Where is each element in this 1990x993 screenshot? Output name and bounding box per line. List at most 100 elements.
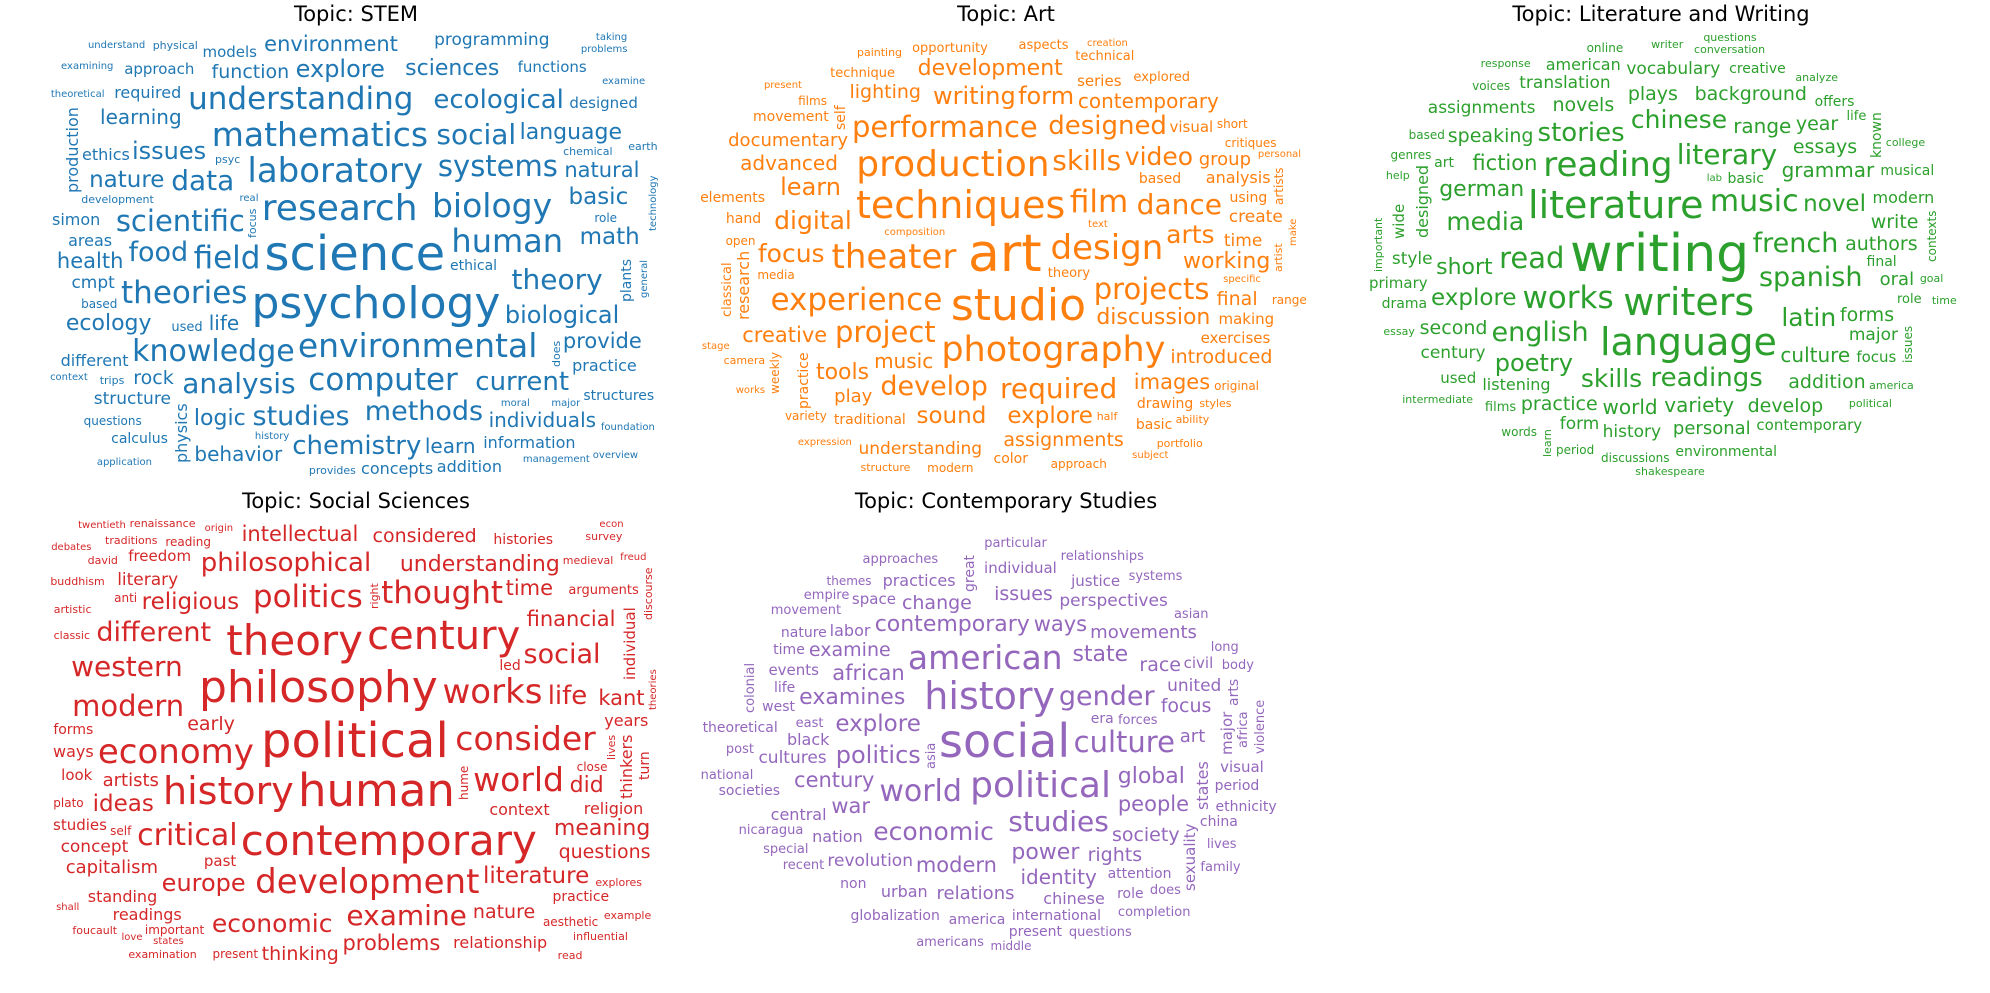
cloud-word: life [1846,109,1867,125]
cloud-word: plants [619,258,636,302]
cloud-word: structure [93,388,171,409]
cloud-word: film [1069,183,1129,220]
cloud-word: information [483,433,576,453]
cloud-word: write [1870,210,1919,233]
cloud-word: physics [172,403,191,463]
cloud-word: explore [1007,403,1093,430]
cloud-word: context [50,372,88,384]
cloud-word: rights [1087,844,1143,867]
cloud-word: middle [990,938,1032,953]
cloud-word: era [1090,711,1114,728]
cloud-word: critical [137,818,238,854]
cloud-word: ethics [81,145,130,165]
cloud-word: short [1436,254,1493,280]
cloud-word: hume [456,765,471,800]
cloud-word: advanced [740,150,838,175]
cloud-word: practice [796,352,813,409]
cloud-word: specific [1223,274,1261,286]
cloud-word: general [638,260,650,299]
cloud-word: history [163,769,294,814]
cloud-word: current [475,367,570,398]
cloud-word: foucault [72,923,118,937]
cloud-word: important [1372,217,1386,272]
cloud-word: america [1869,379,1914,393]
cloud-word: open [725,233,756,248]
cloud-word: practice [1520,393,1598,416]
cloud-word: basic [568,183,629,210]
cloud-word: novel [1803,191,1866,218]
cloud-word: kant [598,686,645,711]
cloud-word: nature [472,900,536,923]
cloud-word: drawing [1136,395,1194,412]
cloud-word: political [970,765,1111,807]
cloud-word: non [840,875,867,892]
cloud-word: works [442,672,543,713]
cloud-word: vocabulary [1626,58,1721,79]
cloud-word: shakespeare [1635,464,1705,478]
cloud-word: based [81,297,118,312]
cloud-word: societies [718,783,780,800]
cloud-word: questions [1068,925,1132,941]
panel-title: Topic: Literature and Writing [1512,2,1810,26]
cloud-word: video [1124,142,1194,172]
cloud-word: plays [1627,82,1678,105]
cloud-word: chemistry [292,430,422,461]
cloud-word: west [762,698,795,715]
cloud-word: theories [647,669,659,711]
cloud-word: meaning [553,815,651,841]
cloud-word: themes [826,574,872,589]
wordcloud-art: Topic: Art art studio techniques production… [700,0,1312,480]
cloud-word: rock [133,367,174,390]
cloud-word: technique [830,65,895,81]
cloud-word: analyze [1795,70,1838,84]
cloud-word: designed [569,93,638,112]
cloud-word: artist [1272,243,1286,273]
cloud-word: approaches [862,552,939,568]
cloud-word: half [1096,409,1118,423]
cloud-word: modern [927,460,974,475]
cloud-word: ability [1175,413,1210,427]
cloud-word: discussions [1601,451,1670,466]
cloud-word: labor [829,621,871,641]
cloud-word: contemporary [1077,88,1219,113]
cloud-word: short [1216,116,1248,131]
cloud-word: look [61,765,93,784]
cloud-word: politics [835,741,921,770]
cloud-word: lives [605,735,619,761]
cloud-word: environmental [1675,444,1777,461]
cloud-word: power [1011,839,1080,865]
cloud-word: based [1138,170,1182,187]
cloud-word: early [187,712,235,735]
cloud-word: financial [526,607,616,632]
cloud-word: individual [620,607,639,681]
cloud-word: economic [211,908,333,938]
cloud-word: ways [53,742,94,762]
cloud-word: understanding [188,80,414,117]
cloud-word: speaking [1447,125,1534,148]
cloud-word: practices [882,571,956,591]
cloud-word: learn [1540,429,1554,458]
cloud-word: economy [97,731,254,772]
cloud-word: survey [585,530,623,544]
cloud-word: variety [1664,393,1735,418]
cloud-word: right [367,582,381,609]
cloud-word: designed [1048,110,1167,141]
cloud-word: skills [1580,363,1643,393]
cloud-word: chinese [1043,889,1105,909]
cloud-word: conversation [1694,43,1766,57]
cloud-word: original [1214,378,1260,393]
cloud-word: calculus [111,431,168,448]
cloud-word: addition [1788,371,1866,394]
cloud-word: make [1287,218,1299,246]
wordcloud-stem: Topic: STEM science psychology research lab… [50,0,662,480]
cloud-word: arguments [568,582,639,598]
cloud-word: required [999,372,1118,406]
cloud-word: buddhism [50,575,105,589]
cloud-word: role [1117,885,1144,902]
cloud-word: led [499,657,521,674]
cloud-word: african [832,661,905,686]
cloud-word: classical [720,262,736,317]
cloud-word: states [1193,760,1213,810]
cloud-word: life [773,680,796,697]
cloud-word: sexuality [1181,823,1200,891]
